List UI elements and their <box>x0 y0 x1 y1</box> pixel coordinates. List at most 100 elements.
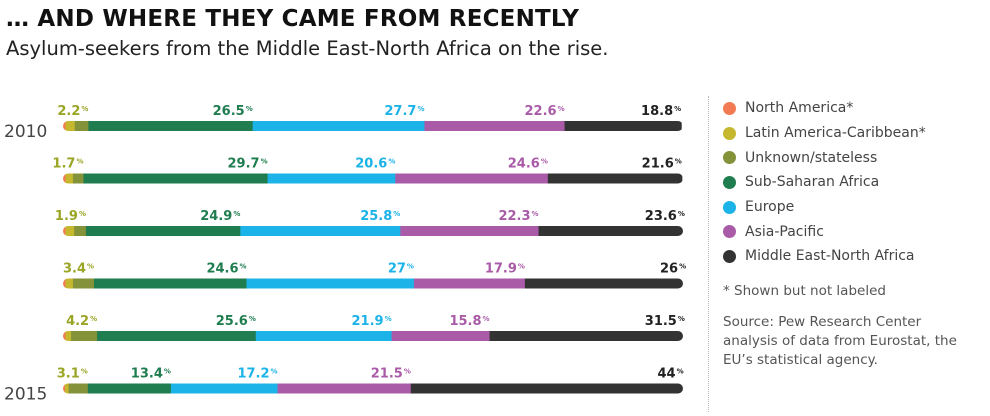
percent-sign: % <box>261 158 268 166</box>
percent-sign: % <box>518 263 525 271</box>
bar-segment <box>97 331 257 341</box>
bar-segment <box>63 278 67 289</box>
percent-sign: % <box>76 158 83 166</box>
percent-sign: % <box>558 105 565 113</box>
percent-sign: % <box>81 105 88 113</box>
data-label: 31.5 <box>645 314 677 329</box>
percent-sign: % <box>541 158 548 166</box>
bar-segment <box>74 121 90 131</box>
data-label: 4.2 <box>66 314 89 329</box>
data-label: 24.6 <box>508 157 540 172</box>
bar-segment <box>547 173 683 184</box>
data-label: 13.4 <box>131 367 163 382</box>
legend-label: Latin America-Caribbean* <box>745 125 926 142</box>
percent-sign: % <box>679 263 686 271</box>
legend-label: Middle East-North Africa <box>745 248 915 265</box>
legend-swatch <box>723 151 736 165</box>
legend-item: Sub-Saharan Africa <box>723 170 990 195</box>
bar-segment <box>255 331 393 341</box>
data-label: 21.6 <box>642 157 674 172</box>
bar-segment <box>400 226 540 236</box>
data-label: 21.5 <box>371 367 403 382</box>
legend-item: Middle East-North Africa <box>723 244 990 269</box>
legend-item: Europe <box>723 195 990 220</box>
bar-segment <box>63 121 67 131</box>
data-label: 1.7 <box>52 157 75 172</box>
bar-segment <box>65 278 74 289</box>
legend-swatch <box>723 249 736 263</box>
percent-sign: % <box>483 315 490 323</box>
legend-item: North America* <box>723 96 990 121</box>
bar-row <box>63 226 683 236</box>
bar-segment <box>85 226 241 236</box>
bar-segment <box>63 226 67 236</box>
percent-sign: % <box>417 105 424 113</box>
percent-sign: % <box>81 368 88 376</box>
bar-segment <box>413 278 526 289</box>
percent-sign: % <box>246 105 253 113</box>
bar-row <box>63 121 682 131</box>
data-label: 20.6 <box>355 157 387 172</box>
bar-row <box>63 331 683 341</box>
category-label: 2015 <box>4 385 47 405</box>
legend-swatch <box>723 200 736 214</box>
bar-segment <box>65 121 76 131</box>
legend-swatch <box>723 175 736 189</box>
chart-title: … AND WHERE THEY CAME FROM RECENTLY <box>6 6 580 32</box>
bar-segment <box>267 173 396 184</box>
bar-segment <box>65 173 74 184</box>
bar-segment <box>410 383 683 394</box>
percent-sign: % <box>532 210 539 218</box>
bar-row <box>63 278 683 289</box>
percent-sign: % <box>249 315 256 323</box>
data-label: 17.2 <box>237 367 269 382</box>
bar-segment <box>65 226 75 236</box>
data-label: 27.7 <box>384 104 416 119</box>
legend-item: Asia-Pacific <box>723 219 990 244</box>
bar-segment <box>72 173 85 184</box>
data-label: 22.3 <box>498 209 530 224</box>
data-label: 1.9 <box>55 209 78 224</box>
percent-sign: % <box>674 105 681 113</box>
data-label: 17.9 <box>485 262 517 277</box>
legend-swatch <box>723 225 736 239</box>
bar-segment <box>277 383 412 394</box>
percent-sign: % <box>678 315 685 323</box>
bar-segment <box>71 331 98 341</box>
percent-sign: % <box>233 210 240 218</box>
bar-row <box>63 383 683 394</box>
bar-segment <box>65 331 72 341</box>
percent-sign: % <box>240 263 247 271</box>
data-label: 29.7 <box>228 157 260 172</box>
bar-segment <box>391 331 491 341</box>
legend-items: North America* Latin America-Caribbean* Un… <box>723 96 990 269</box>
source-note: Source: Pew Research Center analysis of … <box>723 313 957 368</box>
bar-segment <box>538 226 683 236</box>
legend-item: Unknown/stateless <box>723 145 990 170</box>
data-label: 27 <box>388 262 406 277</box>
percent-sign: % <box>393 210 400 218</box>
data-label: 22.6 <box>525 104 557 119</box>
bar-segment <box>524 278 683 289</box>
bar-segment <box>83 173 269 184</box>
legend-label: Sub-Saharan Africa <box>745 174 880 191</box>
data-label: 25.6 <box>216 314 248 329</box>
data-label: 18.8 <box>641 104 673 119</box>
percent-sign: % <box>677 368 684 376</box>
legend-item: Latin America-Caribbean* <box>723 121 990 146</box>
bar-segment <box>252 121 426 131</box>
legend-swatch <box>723 101 736 115</box>
percent-sign: % <box>79 210 86 218</box>
legend-label: Unknown/stateless <box>745 149 878 166</box>
bar-segment <box>240 226 401 236</box>
data-label: 24.9 <box>200 209 232 224</box>
bar-segment <box>395 173 549 184</box>
legend-label: Asia-Pacific <box>745 223 824 240</box>
bar-segment <box>246 278 415 289</box>
legend-label: North America* <box>745 100 854 117</box>
bar-segment <box>63 383 66 394</box>
chart-subtitle: Asylum-seekers from the Middle East-Nort… <box>6 37 609 60</box>
bar-segment <box>63 331 67 341</box>
legend: North America* Latin America-Caribbean* Un… <box>708 96 990 412</box>
data-label: 24.6 <box>206 262 238 277</box>
